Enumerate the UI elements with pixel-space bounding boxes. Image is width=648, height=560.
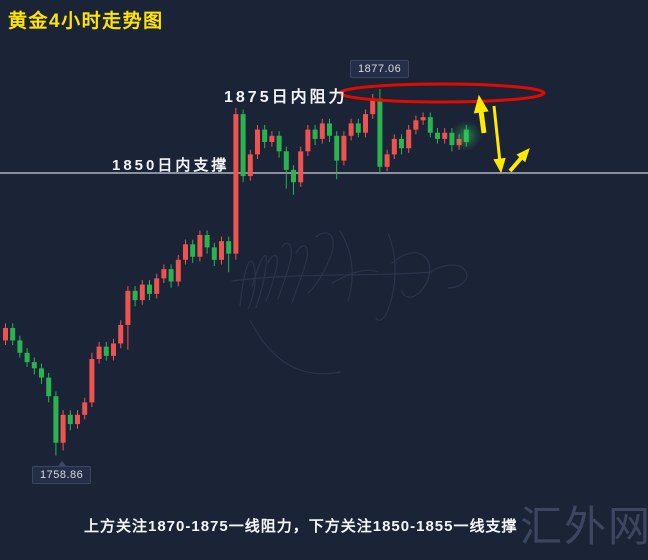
candle bbox=[233, 114, 239, 254]
drop-down-arrow bbox=[492, 105, 502, 160]
candle bbox=[204, 235, 210, 248]
candle bbox=[427, 117, 433, 133]
candle bbox=[255, 129, 260, 155]
candle bbox=[132, 290, 138, 301]
candle bbox=[10, 328, 16, 341]
candle bbox=[139, 284, 145, 301]
candle bbox=[363, 114, 368, 133]
candle bbox=[53, 396, 59, 443]
candle bbox=[370, 98, 376, 115]
candle bbox=[161, 269, 167, 279]
resistance-label: 1875日内阻力 bbox=[224, 89, 348, 106]
candle bbox=[96, 346, 102, 359]
candle bbox=[147, 284, 152, 294]
candle bbox=[262, 129, 268, 142]
candle bbox=[276, 135, 282, 152]
pullback-up-arrow bbox=[478, 111, 487, 134]
candle bbox=[348, 123, 354, 136]
last-candle-glow bbox=[451, 120, 482, 151]
bounce-up-arrow bbox=[508, 156, 523, 173]
candle bbox=[298, 151, 304, 183]
candlestick-series bbox=[3, 89, 469, 456]
candle bbox=[406, 129, 412, 149]
candle bbox=[183, 244, 188, 260]
site-watermark: 汇外网 bbox=[519, 505, 648, 551]
candle bbox=[247, 154, 253, 177]
candle bbox=[384, 154, 390, 167]
candle bbox=[190, 244, 196, 257]
candle bbox=[226, 241, 232, 254]
candle bbox=[111, 343, 116, 356]
candle bbox=[75, 414, 80, 425]
candle bbox=[305, 129, 311, 152]
candle bbox=[291, 169, 296, 183]
drop-down-arrow bbox=[493, 157, 506, 174]
candle bbox=[175, 259, 181, 282]
candle bbox=[60, 414, 66, 443]
candle bbox=[341, 135, 347, 161]
candle bbox=[17, 340, 23, 353]
arrow-annotations bbox=[473, 94, 530, 174]
candle bbox=[67, 414, 73, 425]
candle bbox=[283, 151, 289, 170]
candle bbox=[399, 138, 404, 149]
chart-title: 黄金4小时走势图 bbox=[8, 11, 164, 32]
candle bbox=[219, 241, 224, 260]
candle bbox=[39, 368, 44, 378]
candle bbox=[327, 123, 332, 136]
bounce-up-arrow bbox=[516, 148, 530, 163]
candle bbox=[413, 120, 419, 130]
candle bbox=[3, 328, 8, 341]
candle bbox=[377, 98, 383, 167]
candle bbox=[312, 129, 318, 139]
candle bbox=[319, 123, 325, 139]
candle bbox=[89, 359, 95, 403]
candle bbox=[420, 117, 426, 121]
peak-price-value: 1877.06 bbox=[358, 63, 402, 75]
low-price-value: 1758.86 bbox=[40, 469, 84, 481]
candle bbox=[442, 132, 448, 139]
bottom-note: 上方关注1870-1875一线阻力，下方关注1850-1855一线支撑 bbox=[84, 518, 518, 535]
support-label: 1850日内支撑 bbox=[112, 157, 230, 174]
candle bbox=[211, 247, 217, 260]
candle bbox=[435, 132, 440, 139]
candle bbox=[46, 377, 52, 397]
signature-watermark bbox=[231, 230, 468, 375]
candle bbox=[334, 135, 340, 161]
candle bbox=[118, 324, 124, 344]
tooltip-pointer-icon bbox=[56, 461, 67, 467]
candle bbox=[197, 235, 203, 257]
candle bbox=[240, 114, 246, 177]
candle bbox=[103, 346, 109, 356]
pullback-up-arrow bbox=[473, 94, 489, 114]
candle bbox=[82, 402, 88, 415]
resistance-ellipse bbox=[338, 82, 546, 104]
candle bbox=[31, 362, 37, 369]
candle bbox=[154, 278, 160, 294]
candle bbox=[125, 290, 131, 325]
candle bbox=[269, 135, 275, 142]
candle bbox=[355, 123, 361, 133]
candle bbox=[168, 269, 174, 282]
candle bbox=[24, 352, 30, 363]
low-price-tooltip: 1758.86 bbox=[32, 461, 92, 484]
candle bbox=[391, 138, 397, 155]
peak-price-tooltip: 1877.06 bbox=[350, 60, 410, 78]
